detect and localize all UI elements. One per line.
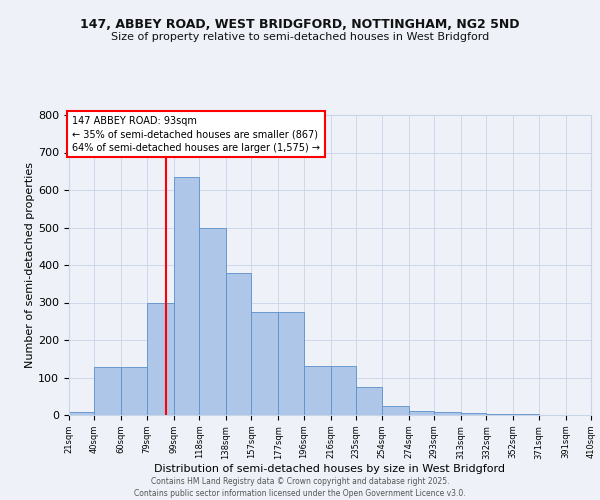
Bar [147, 302, 173, 415]
Text: Contains HM Land Registry data © Crown copyright and database right 2025.
Contai: Contains HM Land Registry data © Crown c… [134, 476, 466, 498]
Bar [69, 412, 94, 415]
Bar [461, 413, 487, 415]
Bar [356, 387, 382, 415]
Bar [487, 414, 513, 415]
Bar [278, 312, 304, 415]
Bar [304, 366, 331, 415]
Bar [434, 412, 461, 415]
Y-axis label: Number of semi-detached properties: Number of semi-detached properties [25, 162, 35, 368]
X-axis label: Distribution of semi-detached houses by size in West Bridgford: Distribution of semi-detached houses by … [155, 464, 505, 474]
Bar [226, 272, 251, 415]
Text: Size of property relative to semi-detached houses in West Bridgford: Size of property relative to semi-detach… [111, 32, 489, 42]
Text: 147, ABBEY ROAD, WEST BRIDGFORD, NOTTINGHAM, NG2 5ND: 147, ABBEY ROAD, WEST BRIDGFORD, NOTTING… [80, 18, 520, 30]
Bar [382, 406, 409, 415]
Bar [409, 411, 434, 415]
Bar [331, 366, 356, 415]
Bar [173, 177, 199, 415]
Text: 147 ABBEY ROAD: 93sqm
← 35% of semi-detached houses are smaller (867)
64% of sem: 147 ABBEY ROAD: 93sqm ← 35% of semi-deta… [71, 116, 320, 152]
Bar [251, 312, 278, 415]
Bar [121, 367, 147, 415]
Bar [94, 367, 121, 415]
Bar [513, 414, 539, 415]
Bar [199, 228, 226, 415]
